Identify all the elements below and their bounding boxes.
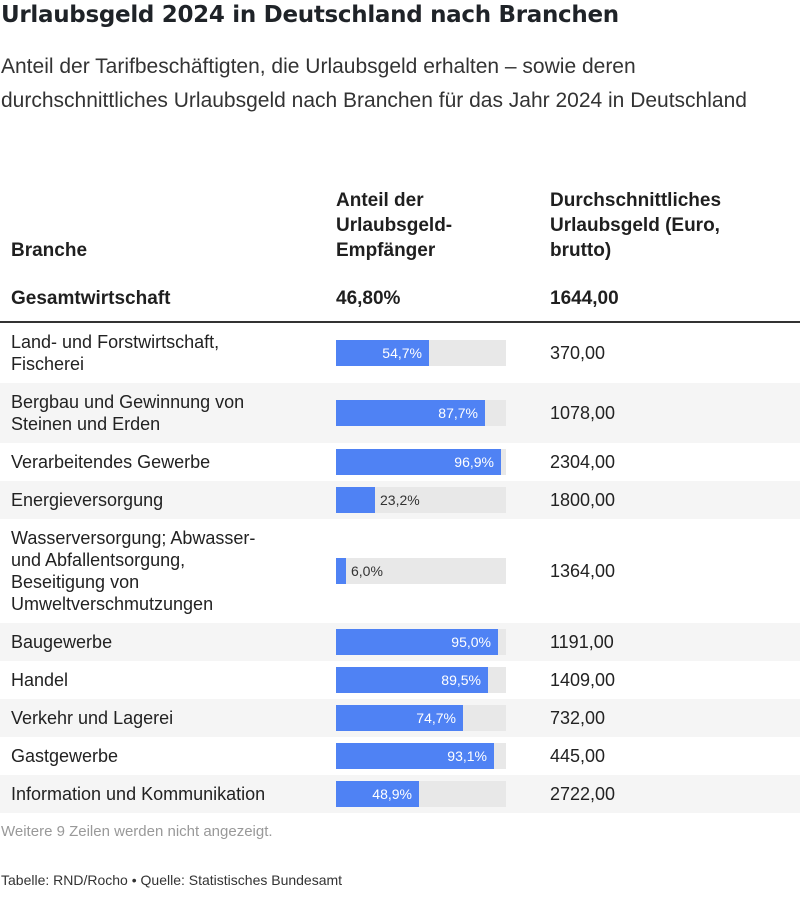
row-urlaubsgeld: 370,00	[550, 343, 606, 363]
table-row: Verkehr und Lagerei 74,7% 732,00	[0, 699, 800, 737]
row-branche: Gastgewerbe	[11, 745, 118, 767]
bar-fill	[336, 781, 419, 807]
header-anteil-line-3: Empfänger	[336, 240, 436, 261]
header-urlaubsgeld-line-1: Durchschnittliches	[550, 190, 722, 211]
row-urlaubsgeld: 445,00	[550, 746, 606, 766]
row-branche-line: Verarbeitendes Gewerbe	[11, 452, 211, 472]
row-branche: Land- und Forstwirtschaft, Fischerei	[11, 331, 219, 375]
row-branche-line: Energieversorgung	[11, 490, 164, 510]
header-divider	[0, 321, 800, 323]
row-branche-line: Wasserversorgung; Abwasser-	[11, 528, 256, 548]
table-row: Baugewerbe 95,0% 1191,00	[0, 623, 800, 661]
bar-fill	[336, 400, 485, 426]
row-branche: Verarbeitendes Gewerbe	[11, 451, 210, 473]
row-branche-line: Handel	[11, 670, 69, 690]
row-branche-line: Land- und Forstwirtschaft,	[11, 332, 220, 352]
bar-fill	[336, 705, 463, 731]
chart-title: Urlaubsgeld 2024 in Deutschland nach Bra…	[1, 2, 619, 28]
bar-track: 93,1%	[336, 743, 506, 769]
header-urlaubsgeld: Durchschnittliches Urlaubsgeld (Euro, br…	[550, 188, 721, 263]
bar-fill	[336, 629, 498, 655]
header-urlaubsgeld-line-3: brutto)	[550, 240, 612, 261]
total-anteil: 46,80%	[336, 288, 401, 309]
row-branche-line: Information und Kommunikation	[11, 784, 266, 804]
bar-track: 54,7%	[336, 340, 506, 366]
bar-value-label: 74,7%	[416, 710, 456, 726]
table-row: Handel 89,5% 1409,00	[0, 661, 800, 700]
row-branche-line: Steinen und Erden	[11, 414, 161, 434]
row-urlaubsgeld: 732,00	[550, 708, 606, 728]
bar-fill	[336, 449, 501, 475]
bar-fill	[336, 667, 488, 693]
row-urlaubsgeld: 2304,00	[550, 452, 616, 472]
bar-fill	[336, 558, 346, 584]
row-branche: Bergbau und Gewinnung von Steinen und Erd…	[11, 391, 244, 435]
table-row: Verarbeitendes Gewerbe 96,9% 2304,00	[0, 443, 800, 482]
bar-fill	[336, 487, 375, 513]
row-urlaubsgeld: 1409,00	[550, 670, 616, 690]
bar-track: 87,7%	[336, 400, 506, 426]
row-branche: Baugewerbe	[11, 631, 112, 653]
row-branche: Information und Kommunikation	[11, 783, 265, 805]
total-name: Gesamtwirtschaft	[11, 288, 171, 309]
row-urlaubsgeld: 1078,00	[550, 403, 616, 423]
bar-value-label: 89,5%	[441, 672, 481, 688]
table-row: Bergbau und Gewinnung von Steinen und Erd…	[0, 383, 800, 443]
bar-track: 95,0%	[336, 629, 506, 655]
row-branche: Handel	[11, 669, 68, 691]
row-branche-line: Verkehr und Lagerei	[11, 708, 174, 728]
row-urlaubsgeld: 1800,00	[550, 490, 616, 510]
table-row: Energieversorgung 23,2% 1800,00	[0, 481, 800, 519]
source-credit: Tabelle: RND/Rocho • Quelle: Statistisch…	[1, 872, 343, 888]
bar-value-label: 87,7%	[438, 405, 478, 421]
chart-subtitle: Anteil der Tarifbeschäftigten, die Urlau…	[1, 55, 747, 112]
row-branche-line: Umweltverschmutzungen	[11, 594, 214, 614]
bar-value-label: 54,7%	[382, 345, 422, 361]
header-anteil: Anteil der Urlaubsgeld- Empfänger	[336, 188, 452, 263]
header-anteil-line-1: Anteil der	[336, 190, 424, 211]
bar-value-label: 48,9%	[372, 786, 412, 802]
row-branche-line: und Abfallentsorgung,	[11, 550, 186, 570]
header-branche-text: Branche	[11, 240, 88, 261]
bar-track: 6,0%	[336, 558, 506, 584]
bar-value-label: 93,1%	[447, 748, 487, 764]
bar-fill	[336, 340, 429, 366]
row-branche-line: Baugewerbe	[11, 632, 113, 652]
row-branche: Verkehr und Lagerei	[11, 707, 173, 729]
table-row: Information und Kommunikation 48,9% 2722,0…	[0, 775, 800, 813]
bar-fill	[336, 743, 494, 769]
table-row: Wasserversorgung; Abwasser-und Abfallent…	[0, 519, 800, 624]
bar-track: 96,9%	[336, 449, 506, 475]
row-branche-line: Gastgewerbe	[11, 746, 119, 766]
total-urlaubsgeld: 1644,00	[550, 288, 619, 309]
bar-value-label: 6,0%	[351, 563, 383, 579]
row-urlaubsgeld: 1191,00	[550, 632, 614, 652]
bar-value-label: 96,9%	[454, 454, 494, 470]
row-branche: Energieversorgung	[11, 489, 163, 511]
row-branche-line: Beseitigung von	[11, 572, 140, 592]
table-row: Land- und Forstwirtschaft, Fischerei 54,7%…	[0, 323, 800, 384]
table-row: Gastgewerbe 93,1% 445,00	[0, 737, 800, 776]
row-branche-line: Bergbau und Gewinnung von	[11, 392, 245, 412]
bar-value-label: 95,0%	[451, 634, 491, 650]
bar-value-label: 23,2%	[380, 492, 420, 508]
row-branche: Wasserversorgung; Abwasser-und Abfallent…	[11, 527, 255, 615]
hidden-rows-note: Weitere 9 Zeilen werden nicht angezeigt.	[1, 823, 273, 840]
row-branche-line: Fischerei	[11, 354, 85, 374]
bar-track: 23,2%	[336, 487, 506, 513]
header-anteil-line-2: Urlaubsgeld-	[336, 215, 453, 236]
header-branche: Branche	[11, 238, 87, 263]
bar-track: 74,7%	[336, 705, 506, 731]
bar-track: 89,5%	[336, 667, 506, 693]
bar-track: 48,9%	[336, 781, 506, 807]
row-urlaubsgeld: 1364,00	[550, 561, 616, 581]
header-urlaubsgeld-line-2: Urlaubsgeld (Euro,	[550, 215, 720, 236]
row-urlaubsgeld: 2722,00	[550, 784, 616, 804]
